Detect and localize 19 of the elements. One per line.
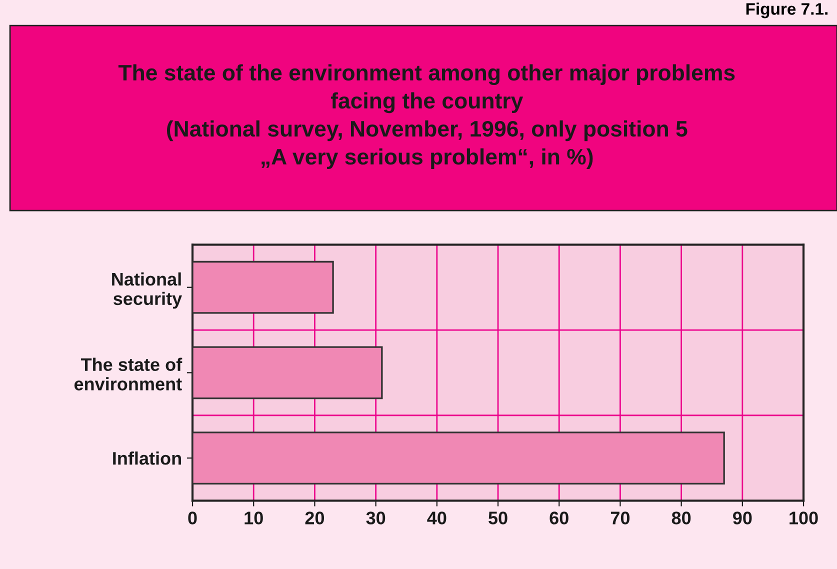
x-tick-label: 0 (188, 512, 197, 524)
x-tick-label: 40 (427, 512, 446, 524)
chart-title: The state of the environment among other major problems facing the country (National survey, November, 1996, only position 5 „A very serious problem“, in %) (118, 64, 735, 170)
x-tick-label: 100 (790, 512, 818, 524)
x-tick-label: 80 (672, 512, 691, 524)
x-tick-label: 30 (366, 512, 386, 524)
bar (192, 346, 383, 400)
x-tick-label: 70 (610, 512, 630, 524)
caption: Figure 7.1. (746, 2, 828, 18)
x-tick-label: 10 (244, 512, 263, 524)
x-tick-label: 90 (733, 512, 752, 524)
y-tick-label: The state of environment (74, 358, 182, 390)
x-tick-label: 20 (305, 512, 324, 524)
bar (192, 432, 725, 484)
y-tick-label: Inflation (113, 452, 181, 465)
x-tick-label: 50 (488, 512, 508, 524)
y-tick-label: National security (112, 272, 182, 309)
bar (192, 260, 334, 314)
x-tick-label: 60 (550, 512, 568, 524)
